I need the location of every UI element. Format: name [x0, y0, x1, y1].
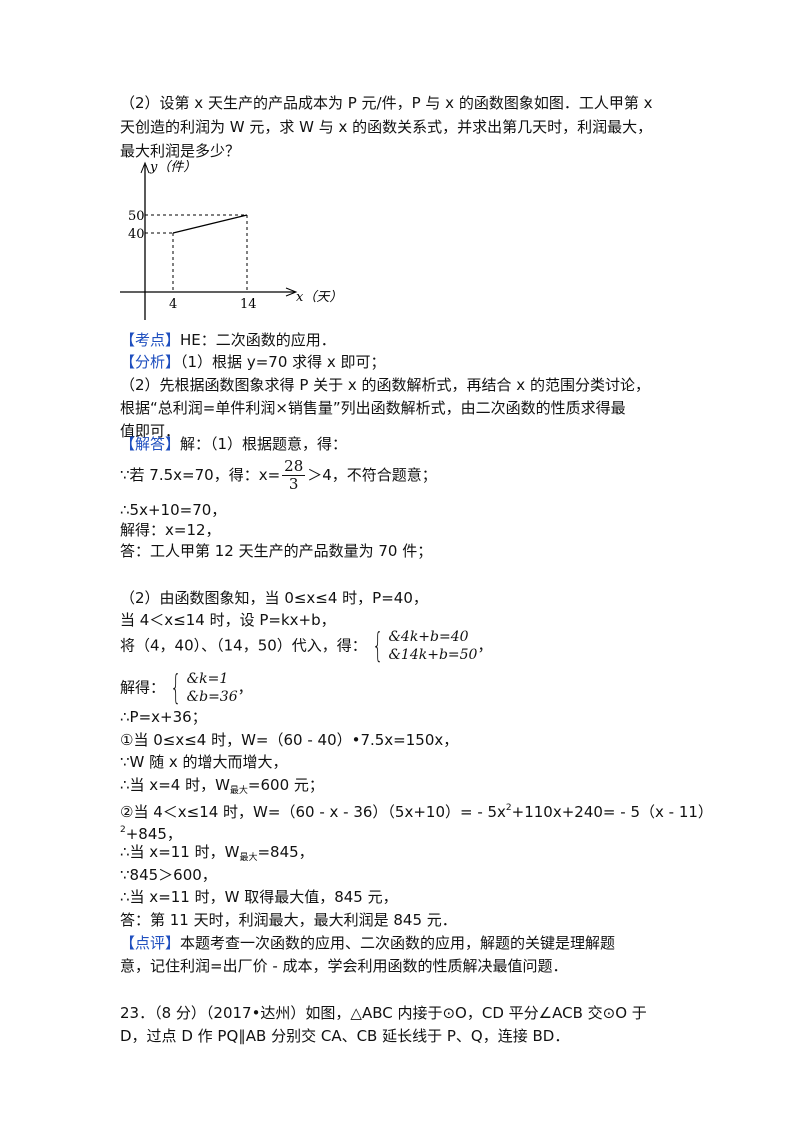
text: ∴当 x=4 时，W — [120, 776, 230, 794]
superscript: 2 — [120, 825, 126, 835]
text-line: 根据“总利润=单件利润×销售量”列出函数解析式，由二次函数的性质求得最 — [120, 399, 626, 417]
text: 本题考查一次函数的应用、二次函数的应用，解题的关键是理解题 — [180, 934, 616, 952]
text-line: 【解答】解：（1）根据题意，得： — [120, 434, 347, 454]
text-line: ∵若 7.5x=70，得：x= 28 3 ＞4，不符合题意； — [120, 458, 437, 493]
text-line: 当 4＜x≤14 时，设 P=kx+b， — [120, 611, 336, 629]
text-line: ∴5x+10=70， — [120, 501, 227, 519]
text-line: （2）设第 x 天生产的产品成本为 P 元/件，P 与 x 的函数图象如图．工人… — [120, 94, 653, 112]
denominator: 3 — [288, 475, 299, 493]
text-line: 天创造的利润为 W 元，求 W 与 x 的函数关系式，并求出第几天时，利润最大， — [120, 118, 653, 136]
equation: &k=1 — [186, 671, 229, 687]
text-line: 2+845， — [120, 820, 182, 844]
text: 解得： — [120, 678, 166, 697]
superscript: 2 — [505, 803, 512, 813]
text-line: D，过点 D 作 PQ∥AB 分别交 CA、CB 延长线于 P、Q，连接 BD． — [120, 1027, 570, 1045]
text-line: ∴当 x=11 时，W最大=845， — [120, 842, 314, 868]
text: （1）根据 y=70 求得 x 即可； — [180, 353, 386, 371]
text: ②当 4＜x≤14 时，W=（60 - x - 36）（5x+10）= - 5x — [120, 803, 506, 821]
text-line: ∵845＞600， — [120, 866, 217, 884]
equation: &b=36 — [186, 689, 238, 705]
equation: &14k+b=50 — [388, 647, 478, 663]
text-line: 答：工人甲第 12 天生产的产品数量为 70 件； — [120, 542, 433, 560]
text-line: 答：第 11 天时，利润最大，最大利润是 845 元． — [120, 911, 457, 929]
text: HE：二次函数的应用． — [180, 331, 336, 349]
text: ， — [477, 636, 493, 655]
tag: 【分析】 — [120, 353, 181, 371]
tag: 【考点】 — [120, 331, 181, 349]
text: +845， — [125, 825, 182, 843]
text-line: 【考点】HE：二次函数的应用． — [120, 330, 336, 350]
subscript: 最大 — [229, 786, 248, 796]
y-label: y（件） — [149, 159, 196, 175]
subscript: 最大 — [239, 853, 258, 863]
text-line: 最大利润是多少？ — [120, 142, 241, 160]
text: 将（4，40）、（14，50）代入，得： — [120, 636, 367, 655]
text-line: 解得：x=12， — [120, 521, 221, 539]
text-line: 将（4，40）、（14，50）代入，得：{&4k+b=40 &14k+b=50， — [120, 626, 493, 666]
equation-system: &4k+b=40 &14k+b=50 — [388, 628, 477, 664]
fraction: 28 3 — [282, 457, 306, 493]
tick-label: 40 — [128, 227, 145, 242]
text-line: 【点评】本题考查一次函数的应用、二次函数的应用，解题的关键是理解题 — [120, 933, 615, 953]
tick-label: 14 — [240, 297, 257, 312]
equation: &4k+b=40 — [388, 629, 469, 645]
text-line: （2）先根据函数图象求得 P 关于 x 的函数解析式，再结合 x 的范围分类讨论… — [120, 376, 650, 394]
tag: 【解答】 — [120, 435, 181, 453]
numerator: 28 — [282, 457, 306, 476]
text: ＞4，不符合题意； — [307, 466, 437, 484]
text-line: 值即可． — [120, 422, 181, 440]
equation-system: &k=1 &b=36 — [187, 670, 238, 706]
text: ∵若 7.5x=70，得：x= — [120, 466, 281, 484]
text-line: ②当 4＜x≤14 时，W=（60 - x - 36）（5x+10）= - 5x… — [120, 798, 713, 822]
text-line: ∴当 x=11 时，W 取得最大值，845 元， — [120, 888, 398, 906]
text-line: 23．（8 分）（2017•达州）如图，△ABC 内接于⊙O，CD 平分∠ACB… — [120, 1004, 647, 1022]
text: =845， — [257, 843, 314, 861]
text-line: 解得：{&k=1 &b=36， — [120, 668, 253, 708]
x-label: x（天） — [296, 289, 340, 305]
tag: 【点评】 — [120, 934, 181, 952]
text: ∴当 x=11 时，W — [120, 843, 240, 861]
tick-label: 4 — [169, 297, 177, 312]
text: =600 元； — [247, 776, 324, 794]
text-line: ①当 0≤x≤4 时，W=（60 - 40）•7.5x=150x， — [120, 731, 459, 749]
text-line: （2）由函数图象知，当 0≤x≤4 时，P=40， — [120, 589, 428, 607]
text: 解：（1）根据题意，得： — [180, 435, 348, 453]
text-line: 意，记住利润=出厂价 - 成本，学会利用函数的性质解决最值问题． — [120, 957, 568, 975]
text-line: 【分析】（1）根据 y=70 求得 x 即可； — [120, 352, 386, 372]
text-line: ∵W 随 x 的增大而增大， — [120, 753, 288, 771]
graph: y（件） 50 40 4 14 x（天） — [120, 159, 340, 320]
text-line: ∴当 x=4 时，W最大=600 元； — [120, 775, 324, 801]
tick-label: 50 — [128, 209, 145, 224]
text: +110x+240= - 5（x - 11） — [511, 803, 713, 821]
text-line: ∴P=x+36； — [120, 708, 207, 726]
text: ， — [237, 678, 253, 697]
